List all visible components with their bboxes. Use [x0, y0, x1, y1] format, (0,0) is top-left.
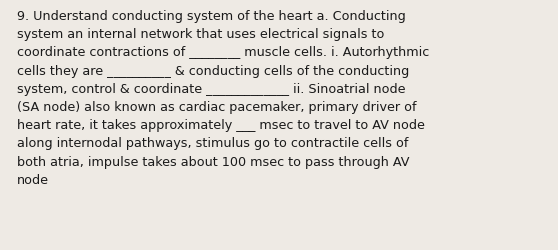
Text: 9. Understand conducting system of the heart a. Conducting
system an internal ne: 9. Understand conducting system of the h…	[17, 10, 429, 186]
